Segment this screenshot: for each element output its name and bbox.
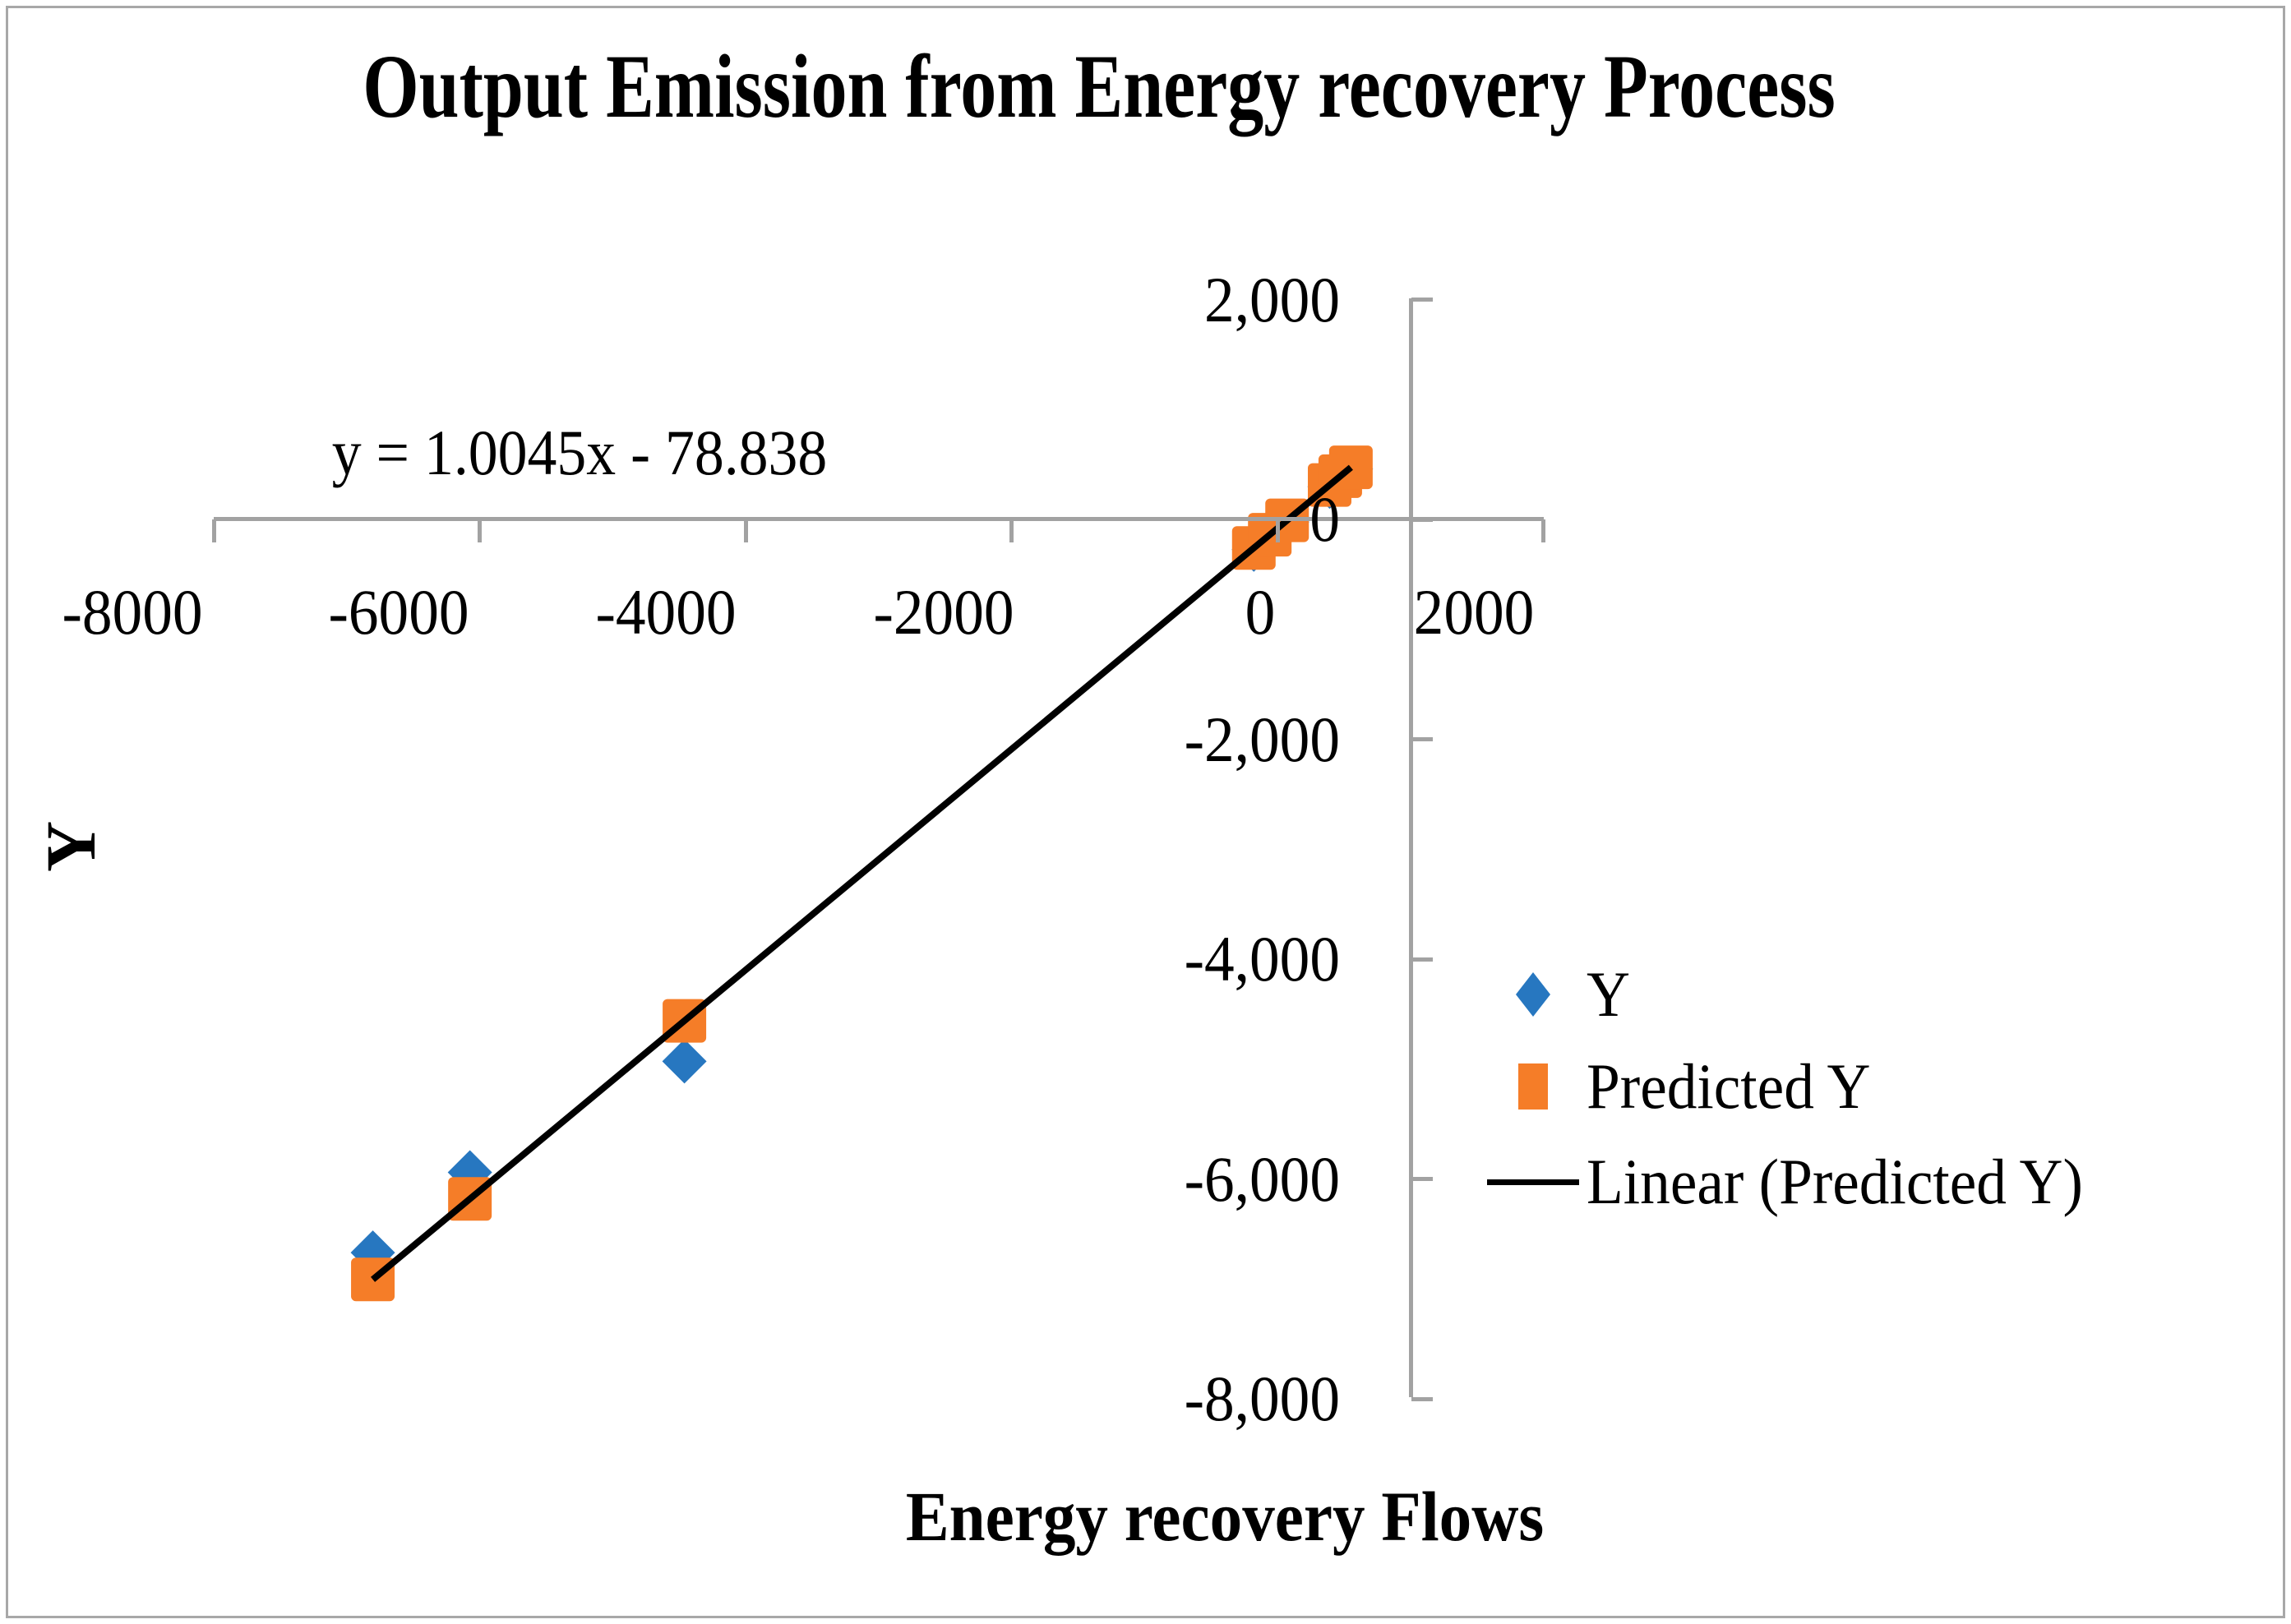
trendline-equation-label: y = 1.0045x - 78.838 <box>331 417 828 488</box>
x-axis-line <box>214 517 1544 521</box>
trendline-sample-icon <box>1487 1179 1579 1185</box>
y-tick-label: -2,000 <box>1184 703 1340 775</box>
x-tick-mark <box>743 519 748 542</box>
x-tick-label: -6000 <box>328 576 469 648</box>
x-tick-label: -4000 <box>595 576 737 648</box>
data-point-y-diamond <box>662 1039 707 1084</box>
chart-border <box>6 6 2285 1618</box>
legend-item-predicted-y: Predicted Y <box>1480 1037 1889 1136</box>
trendline <box>370 464 1353 1282</box>
legend-item-y: Y <box>1480 945 1633 1044</box>
legend-label: Predicted Y <box>1587 1050 1871 1122</box>
y-tick-label: 2,000 <box>1204 263 1340 335</box>
x-tick-mark <box>1275 519 1280 542</box>
x-axis-title: Energy recovery Flows <box>905 1477 1545 1556</box>
y-tick-label: 0 <box>1309 483 1340 555</box>
y-tick-label: -4,000 <box>1184 923 1340 994</box>
y-tick-mark <box>1411 1177 1433 1181</box>
y-tick-mark <box>1411 517 1433 522</box>
x-tick-mark <box>1009 519 1014 542</box>
y-tick-mark <box>1411 298 1433 302</box>
legend-item-linear: Linear (Predicted Y) <box>1480 1133 2114 1231</box>
y-axis-title: Y <box>31 820 110 873</box>
x-tick-label: -8000 <box>62 576 203 648</box>
x-tick-mark <box>478 519 483 542</box>
y-tick-label: -8,000 <box>1184 1363 1340 1434</box>
y-tick-mark <box>1411 1396 1433 1401</box>
chart-title: Output Emission from Energy recovery Pro… <box>363 36 1836 136</box>
diamond-marker-icon <box>1516 972 1550 1017</box>
x-tick-mark <box>1541 519 1546 542</box>
x-tick-label: 0 <box>1245 576 1276 648</box>
y-tick-label: -6,000 <box>1184 1142 1340 1215</box>
y-tick-mark <box>1411 737 1433 741</box>
y-tick-mark <box>1411 957 1433 962</box>
x-tick-label: -2000 <box>873 576 1014 648</box>
x-tick-mark <box>211 519 216 542</box>
square-marker-icon <box>1518 1063 1548 1110</box>
x-tick-label: 2000 <box>1413 576 1535 648</box>
legend-label: Y <box>1587 958 1630 1030</box>
legend-label: Linear (Predicted Y) <box>1587 1146 2083 1217</box>
y-axis-line <box>1409 298 1413 1397</box>
